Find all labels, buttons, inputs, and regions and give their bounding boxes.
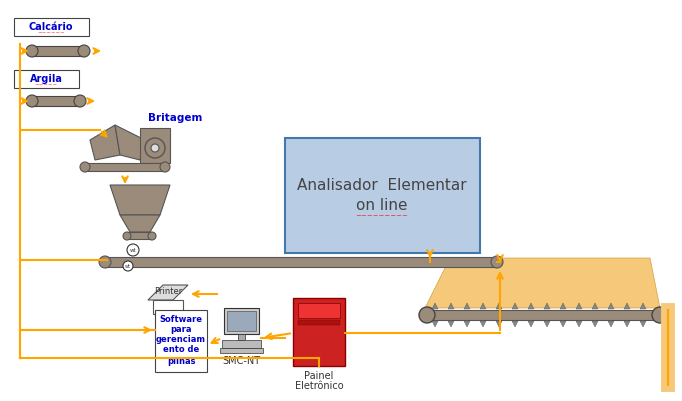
- Text: ~~~~~~~~~: ~~~~~~~~~: [355, 213, 409, 219]
- Bar: [32, 96, 80, 106]
- Polygon shape: [480, 321, 486, 327]
- Text: Calcário: Calcário: [29, 22, 73, 32]
- Text: Argila: Argila: [29, 74, 63, 84]
- Polygon shape: [496, 321, 502, 327]
- Polygon shape: [432, 321, 438, 327]
- Polygon shape: [90, 125, 120, 160]
- Text: gerenciam: gerenciam: [156, 336, 206, 344]
- Bar: [127, 232, 152, 239]
- Bar: [427, 310, 660, 320]
- Polygon shape: [544, 321, 550, 327]
- Bar: [220, 348, 263, 353]
- Polygon shape: [115, 125, 145, 160]
- Bar: [153, 300, 183, 314]
- Polygon shape: [544, 303, 550, 309]
- Text: Software: Software: [160, 316, 203, 324]
- Text: Analisador  Elementar: Analisador Elementar: [297, 178, 466, 192]
- Text: pilhas: pilhas: [167, 358, 195, 367]
- Polygon shape: [624, 321, 630, 327]
- Polygon shape: [528, 321, 534, 327]
- Polygon shape: [512, 321, 518, 327]
- Polygon shape: [448, 303, 454, 309]
- Text: wt: wt: [130, 247, 136, 253]
- Circle shape: [419, 307, 435, 323]
- Bar: [155, 310, 207, 372]
- Bar: [224, 308, 259, 334]
- Polygon shape: [624, 303, 630, 309]
- Circle shape: [26, 95, 38, 107]
- Text: Printer: Printer: [154, 288, 182, 296]
- Bar: [14, 70, 79, 88]
- Polygon shape: [592, 321, 598, 327]
- Text: para: para: [170, 326, 192, 334]
- Circle shape: [123, 232, 131, 240]
- Polygon shape: [148, 285, 188, 300]
- Polygon shape: [448, 321, 454, 327]
- Polygon shape: [110, 185, 170, 215]
- Bar: [298, 320, 340, 325]
- Bar: [293, 298, 345, 366]
- Bar: [227, 311, 256, 331]
- Circle shape: [491, 256, 503, 268]
- Text: Eletrônico: Eletrônico: [295, 381, 343, 391]
- Polygon shape: [576, 321, 582, 327]
- Text: ento de: ento de: [163, 346, 199, 354]
- Bar: [14, 18, 89, 36]
- Circle shape: [80, 162, 90, 172]
- Polygon shape: [496, 303, 502, 309]
- Circle shape: [652, 307, 668, 323]
- Polygon shape: [432, 303, 438, 309]
- Polygon shape: [560, 303, 566, 309]
- Polygon shape: [640, 321, 646, 327]
- Polygon shape: [464, 321, 470, 327]
- Polygon shape: [608, 321, 614, 327]
- Polygon shape: [608, 303, 614, 309]
- Text: Britagem: Britagem: [148, 113, 203, 123]
- Polygon shape: [592, 303, 598, 309]
- Bar: [222, 340, 261, 348]
- Text: ~~~~~~: ~~~~~~: [37, 30, 65, 36]
- Bar: [140, 128, 170, 163]
- Circle shape: [26, 45, 38, 57]
- Text: ~~~~~: ~~~~~: [34, 83, 57, 87]
- Polygon shape: [528, 303, 534, 309]
- Circle shape: [127, 244, 139, 256]
- Text: Painel: Painel: [304, 371, 333, 381]
- Polygon shape: [640, 303, 646, 309]
- Polygon shape: [560, 321, 566, 327]
- Polygon shape: [576, 303, 582, 309]
- Bar: [32, 46, 84, 56]
- Circle shape: [160, 162, 170, 172]
- Circle shape: [123, 261, 133, 271]
- Polygon shape: [480, 303, 486, 309]
- Polygon shape: [464, 303, 470, 309]
- Bar: [85, 163, 165, 171]
- Text: on line: on line: [356, 198, 408, 213]
- Circle shape: [99, 256, 111, 268]
- Circle shape: [151, 144, 159, 152]
- Polygon shape: [120, 215, 160, 232]
- Circle shape: [145, 138, 165, 158]
- Circle shape: [74, 95, 86, 107]
- Text: SMC-NT: SMC-NT: [222, 356, 260, 366]
- Bar: [298, 303, 340, 318]
- Polygon shape: [512, 303, 518, 309]
- Text: wt: wt: [125, 263, 131, 269]
- Circle shape: [78, 45, 90, 57]
- Bar: [105, 257, 497, 267]
- Polygon shape: [425, 258, 660, 308]
- Bar: [238, 334, 245, 340]
- Circle shape: [148, 232, 156, 240]
- Bar: [285, 138, 480, 253]
